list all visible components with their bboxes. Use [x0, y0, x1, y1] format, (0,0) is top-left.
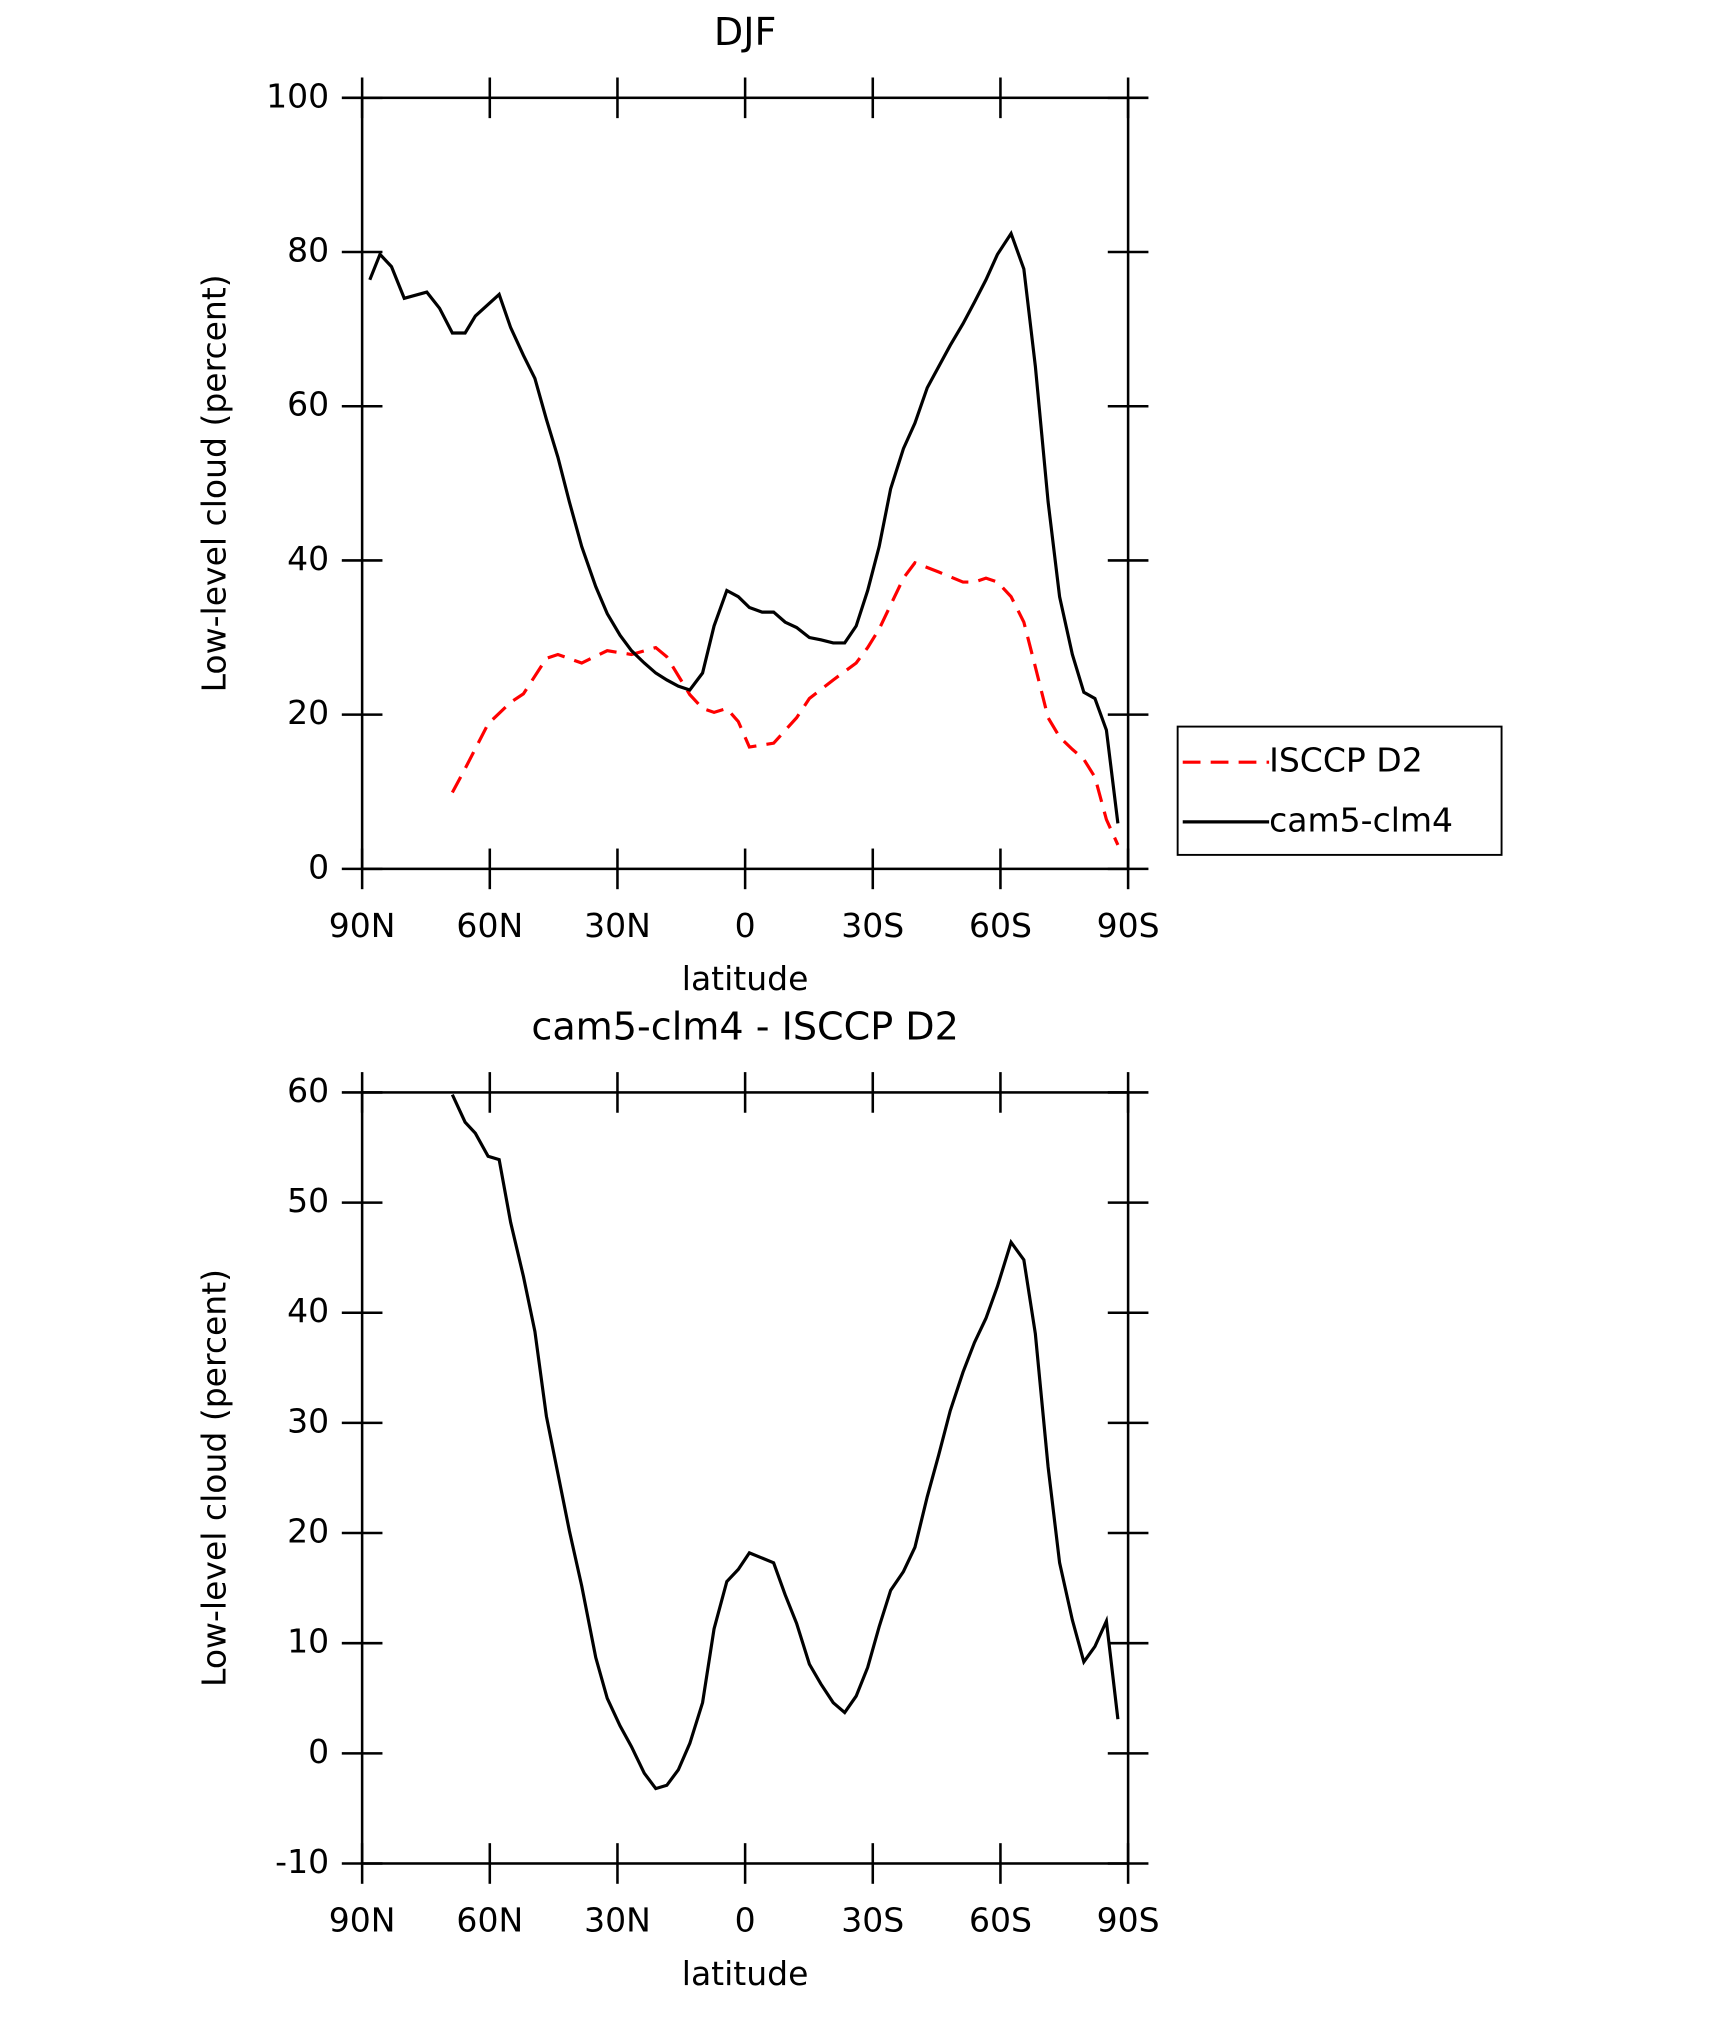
y-tick-label: 60 — [287, 385, 329, 424]
x-tick-label: 0 — [735, 906, 756, 945]
y-axis-label: Low-level cloud (percent) — [195, 274, 234, 692]
y-tick-label: 10 — [287, 1622, 329, 1661]
x-axis-label: latitude — [682, 959, 809, 998]
y-tick-label: 0 — [308, 1732, 329, 1771]
legend: ISCCP D2 cam5-clm4 — [1176, 725, 1503, 856]
x-tick-label: 30N — [584, 1900, 651, 1939]
y-tick-label: 20 — [287, 693, 329, 732]
x-tick-label: 60N — [456, 1900, 523, 1939]
data-line — [450, 560, 1120, 846]
plot: DJF latitude Low-level cloud (percent) 0 20 4… — [195, 10, 1503, 998]
data-line — [450, 1093, 1120, 1791]
legend-label: ISCCP D2 — [1269, 741, 1423, 780]
y-tick-label: 40 — [287, 1291, 329, 1330]
x-tick-label: 90S — [1097, 1900, 1160, 1939]
x-tick-label: 90N — [329, 906, 396, 945]
x-tick-label: 60S — [969, 1900, 1032, 1939]
x-tick-label: 30S — [841, 906, 904, 945]
y-tick-label: 20 — [287, 1512, 329, 1551]
y-tick-label: -10 — [275, 1842, 329, 1881]
y-tick-label: 50 — [287, 1181, 329, 1220]
x-tick-label: 30S — [841, 1900, 904, 1939]
data-line — [368, 229, 1120, 824]
y-tick-label: 0 — [308, 847, 329, 886]
x-tick-label: 90S — [1097, 906, 1160, 945]
x-axis-label: latitude — [682, 1954, 809, 1993]
x-tick-label: 90N — [329, 1900, 396, 1939]
y-tick-label: 60 — [287, 1071, 329, 1110]
x-tick-label: 60S — [969, 906, 1032, 945]
y-tick-label: 40 — [287, 539, 329, 578]
legend-box — [1176, 725, 1503, 856]
plot: cam5-clm4 - ISCCP D2 latitude Low-level cl… — [195, 1004, 1160, 1992]
y-tick-label: 80 — [287, 231, 329, 270]
x-tick-label: 0 — [735, 1900, 756, 1939]
legend-label: cam5-clm4 — [1269, 800, 1453, 839]
x-tick-label: 30N — [584, 906, 651, 945]
plot-frame — [360, 96, 1130, 871]
y-axis-label: Low-level cloud (percent) — [195, 1269, 234, 1687]
x-tick-label: 60N — [456, 906, 523, 945]
y-tick-label: 100 — [266, 76, 329, 115]
chart-title: cam5-clm4 - ISCCP D2 — [531, 1004, 958, 1048]
chart-title: DJF — [714, 10, 776, 54]
plot-frame — [360, 1091, 1130, 1865]
y-tick-label: 30 — [287, 1401, 329, 1440]
